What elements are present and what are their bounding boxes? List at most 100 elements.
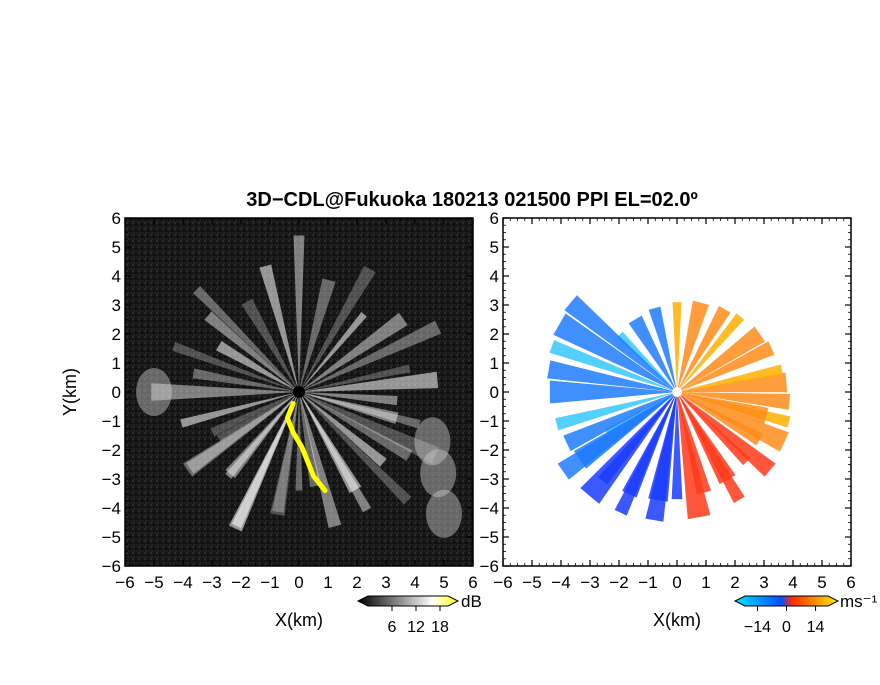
x-tick-label: 3 [381, 573, 390, 592]
reflectivity-yellow-trail [284, 401, 328, 494]
reflectivity-beam [204, 311, 299, 392]
radar-site-marker [293, 386, 305, 398]
y-tick-label: −3 [480, 470, 499, 489]
x-tick-label: −3 [202, 573, 221, 592]
reflectivity-beam [192, 285, 299, 392]
y-tick-label: 4 [490, 267, 499, 286]
velocity-colorbar: −14 0 14 ms⁻¹ [733, 592, 878, 636]
reflectivity-beam [299, 265, 376, 392]
colorbar-tick-label: 12 [407, 619, 425, 636]
y-tick-label: −3 [102, 470, 121, 489]
velocity-colorbar-unit: ms⁻¹ [840, 592, 878, 611]
x-tick-label: −5 [522, 573, 541, 592]
x-tick-label: 0 [672, 573, 681, 592]
velocity-beam [677, 392, 736, 485]
reflectivity-beam [272, 392, 299, 513]
reflectivity-axes: −6 −5 −4 −3 −2 −1 0 1 2 3 4 5 6 6 5 4 3 2 1 0 −1 −2 −3 −4 −5 −6 [102, 209, 478, 592]
velocity-beam [677, 341, 775, 392]
x-tick-label: −4 [551, 573, 570, 592]
x-tick-label: 2 [352, 573, 361, 592]
x-tick-label: 2 [730, 573, 739, 592]
y-tick-label: 3 [112, 296, 121, 315]
reflectivity-colorbar-unit: dB [461, 592, 482, 611]
y-tick-label: 0 [490, 383, 499, 402]
y-tick-label: 3 [490, 296, 499, 315]
reflectivity-beam [299, 278, 336, 392]
y-tick-label: 1 [112, 354, 121, 373]
velocity-beam [563, 392, 677, 452]
y-tick-label: −6 [480, 557, 499, 576]
velocity-beam [671, 392, 683, 500]
x-tick-label: −1 [638, 573, 657, 592]
reflectivity-x-axis-label: X(km) [275, 610, 323, 630]
y-tick-label: 2 [490, 325, 499, 344]
reflectivity-beam [299, 392, 413, 461]
reflectivity-beam [299, 320, 442, 392]
y-tick-label: 0 [112, 383, 121, 402]
velocity-colorbar-ramp [733, 595, 840, 607]
reflectivity-beam [172, 342, 299, 392]
velocity-beam [547, 360, 677, 392]
y-tick-label: 5 [112, 238, 121, 257]
x-tick-label: −5 [144, 573, 163, 592]
velocity-beam [677, 392, 769, 424]
reflectivity-bright-patch [420, 449, 457, 498]
reflectivity-beam [299, 392, 399, 425]
y-tick-label: 1 [490, 354, 499, 373]
reflectivity-beam [241, 298, 299, 392]
velocity-beam [648, 392, 677, 502]
velocity-beam [648, 306, 677, 392]
velocity-beam [677, 326, 766, 392]
reflectivity-beam [299, 392, 412, 505]
x-tick-label: 1 [701, 573, 710, 592]
x-tick-label: −2 [231, 573, 250, 592]
x-tick-label: −6 [115, 573, 134, 592]
reflectivity-panel: −6 −5 −4 −3 −2 −1 0 1 2 3 4 5 6 6 5 4 3 2 1 0 −1 −2 −3 −4 −5 −6 X… [60, 209, 478, 630]
velocity-beam [677, 300, 709, 392]
velocity-beam [616, 331, 677, 392]
x-tick-label: 4 [788, 573, 797, 592]
velocity-beam [677, 364, 783, 392]
reflectivity-beam [186, 392, 299, 474]
reflectivity-beam [299, 392, 322, 488]
velocity-beam [598, 392, 677, 485]
velocity-beam [677, 392, 712, 495]
reflectivity-patches [136, 368, 462, 538]
x-tick-label: −1 [260, 573, 279, 592]
reflectivity-y-axis-label: Y(km) [60, 368, 80, 416]
x-tick-label: 6 [846, 573, 855, 592]
velocity-beam [677, 392, 751, 466]
reflectivity-beam [299, 312, 367, 392]
reflectivity-beam [299, 392, 421, 429]
colorbar-tick-label: 18 [431, 619, 449, 636]
reflectivity-beam [225, 392, 299, 479]
x-tick-label: 3 [759, 573, 768, 592]
x-tick-label: 0 [294, 573, 303, 592]
reflectivity-beam [299, 392, 440, 464]
reflectivity-bright-patch [426, 489, 462, 538]
reflectivity-beam [299, 392, 362, 494]
velocity-beam [549, 340, 677, 392]
velocity-panel: −6 −5 −4 −3 −2 −1 0 1 2 3 4 5 6 6 5 4 3 2 1 0 −1 −2 −3 −4 −5 −6 X… [480, 209, 856, 630]
velocity-beam [672, 302, 682, 392]
reflectivity-colorbar-ramp [356, 595, 460, 607]
reflectivity-beam [299, 392, 342, 529]
velocity-beam [677, 392, 776, 477]
colorbar-tick-label: −14 [744, 619, 771, 636]
velocity-beam [628, 315, 677, 392]
x-tick-label: 5 [817, 573, 826, 592]
reflectivity-beam [217, 392, 299, 442]
velocity-beam [564, 295, 677, 392]
reflectivity-colorbar: 6 12 18 dB [356, 592, 482, 636]
velocity-beams [547, 295, 791, 522]
x-tick-label: −6 [493, 573, 512, 592]
reflectivity-beam [299, 371, 439, 392]
reflectivity-beam [216, 340, 299, 392]
velocity-colorbar-ticks: −14 0 14 [744, 606, 825, 636]
y-tick-label: 6 [112, 209, 121, 228]
y-tick-label: 6 [490, 209, 499, 228]
y-tick-label: −5 [102, 528, 121, 547]
x-tick-label: 5 [439, 573, 448, 592]
reflectivity-beam [151, 383, 299, 401]
